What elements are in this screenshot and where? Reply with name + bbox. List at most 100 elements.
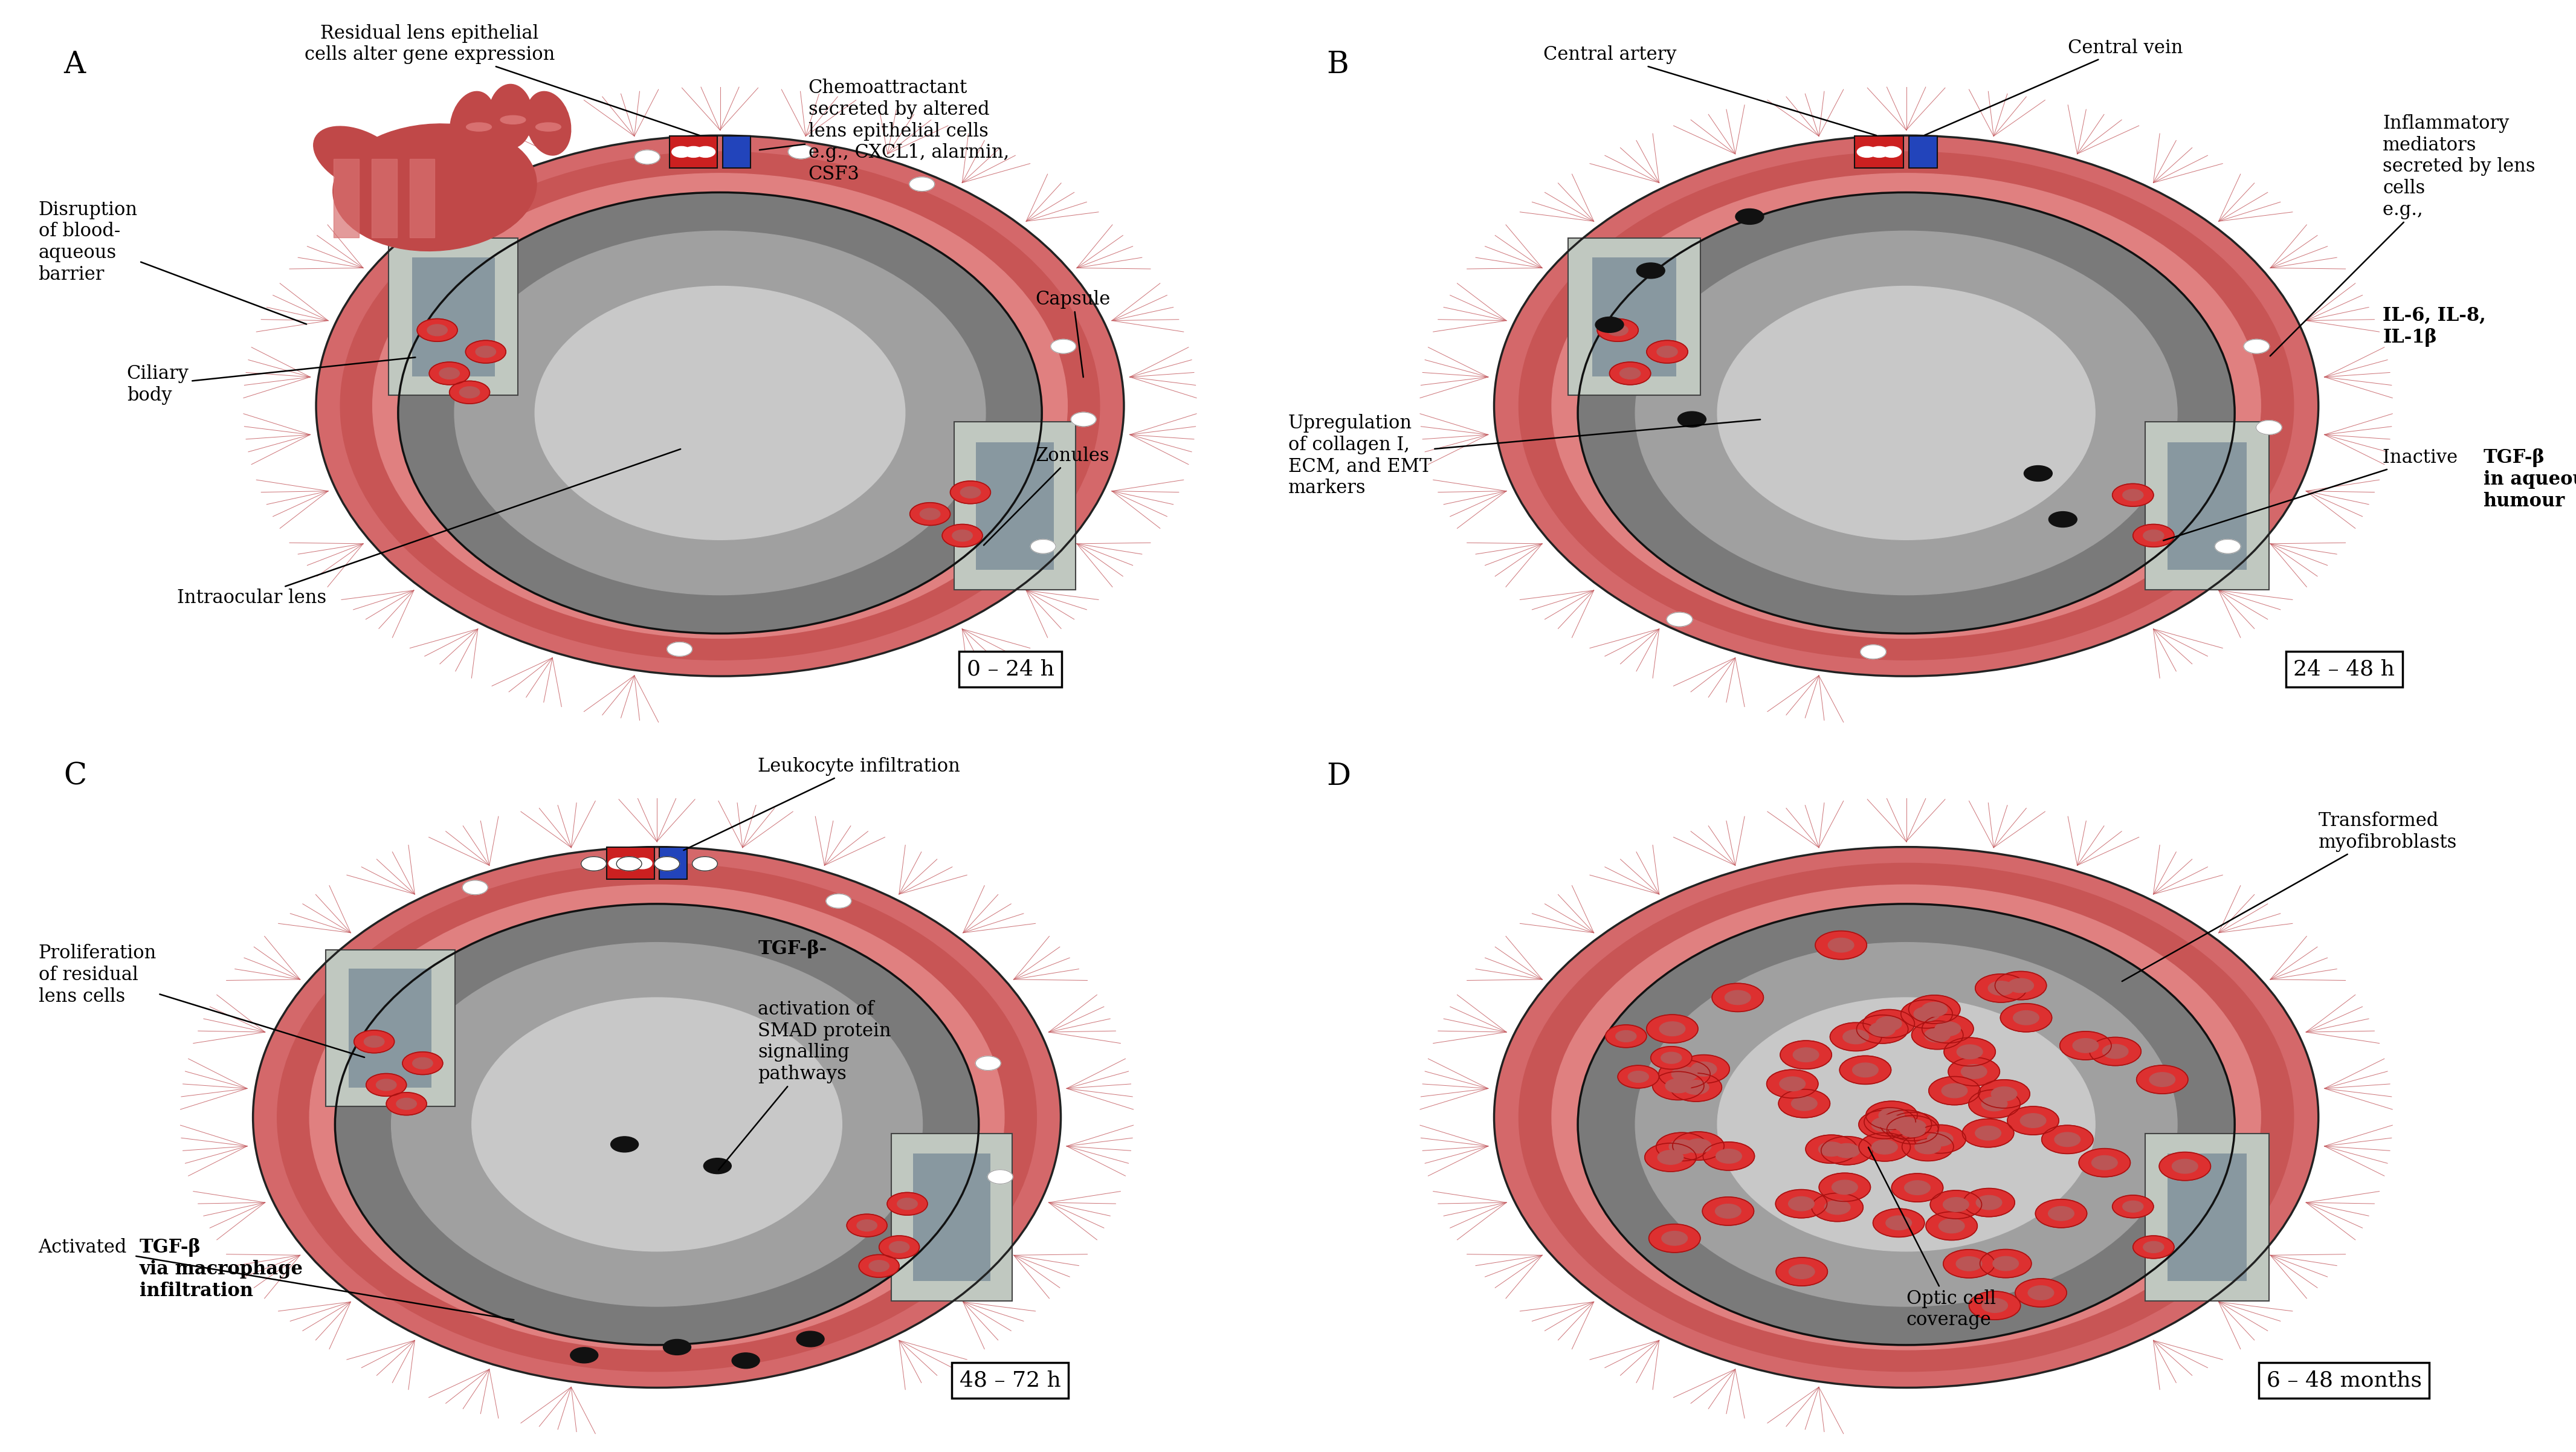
Circle shape (2056, 1133, 2081, 1147)
Ellipse shape (1577, 192, 2233, 633)
Bar (659, 848, 688, 880)
Circle shape (1865, 1108, 1917, 1135)
Circle shape (943, 524, 981, 547)
Bar (371, 158, 397, 237)
Circle shape (1857, 1015, 1909, 1044)
Circle shape (1860, 1111, 1911, 1138)
Bar (2166, 443, 2246, 569)
Circle shape (1669, 1140, 1695, 1154)
Circle shape (1963, 1119, 2014, 1147)
Circle shape (1716, 1149, 1741, 1163)
Bar (410, 158, 435, 237)
Ellipse shape (392, 942, 922, 1307)
Bar (953, 423, 1074, 590)
Circle shape (878, 1236, 920, 1259)
Circle shape (1620, 367, 1641, 379)
Circle shape (2215, 539, 2241, 553)
Circle shape (611, 1137, 639, 1153)
Circle shape (1978, 1080, 2030, 1108)
Circle shape (1942, 1250, 1994, 1278)
Bar (1855, 136, 1904, 168)
Circle shape (1994, 971, 2045, 1000)
Circle shape (1860, 645, 1886, 659)
Circle shape (1860, 1133, 1911, 1162)
Bar (1592, 257, 1677, 376)
Text: 24 – 48 h: 24 – 48 h (2293, 659, 2396, 680)
Text: TGF-β
via macrophage
infiltration: TGF-β via macrophage infiltration (139, 1239, 304, 1300)
Ellipse shape (1494, 847, 2318, 1388)
Ellipse shape (536, 286, 904, 540)
Ellipse shape (453, 231, 987, 595)
Circle shape (1030, 539, 1056, 553)
Ellipse shape (317, 135, 1123, 677)
Circle shape (1775, 1189, 1826, 1218)
Circle shape (1968, 1089, 2020, 1118)
Ellipse shape (278, 862, 1036, 1372)
Circle shape (608, 858, 629, 868)
Circle shape (1703, 1196, 1754, 1225)
Bar (348, 968, 433, 1088)
Circle shape (428, 324, 448, 335)
Text: TGF-β
in aqueous
humour: TGF-β in aqueous humour (2483, 449, 2576, 511)
Circle shape (1672, 1067, 1698, 1082)
Text: C: C (64, 761, 88, 791)
Text: Optic cell
coverage: Optic cell coverage (1868, 1147, 1996, 1330)
Bar (325, 950, 456, 1106)
Ellipse shape (374, 173, 1066, 639)
Circle shape (889, 1241, 909, 1253)
Circle shape (1607, 324, 1628, 335)
Circle shape (696, 147, 716, 157)
Circle shape (2079, 1149, 2130, 1178)
Circle shape (1960, 1064, 1986, 1079)
Circle shape (1819, 1173, 1870, 1201)
Bar (605, 848, 654, 880)
Circle shape (1981, 1096, 2007, 1111)
Circle shape (920, 508, 940, 520)
Ellipse shape (536, 122, 562, 131)
Circle shape (1790, 1096, 1816, 1111)
Text: Capsule: Capsule (1036, 290, 1110, 378)
Circle shape (2159, 1151, 2210, 1180)
Circle shape (2007, 1106, 2058, 1135)
Circle shape (1886, 1115, 1937, 1144)
Circle shape (1662, 1053, 1682, 1063)
Circle shape (1656, 346, 1677, 357)
Circle shape (1618, 1066, 1659, 1088)
Circle shape (582, 857, 605, 871)
Circle shape (1842, 1029, 1868, 1044)
Ellipse shape (471, 998, 842, 1252)
Circle shape (1852, 1063, 1878, 1077)
Circle shape (1834, 1144, 1860, 1157)
Circle shape (397, 1098, 417, 1109)
Circle shape (1646, 1015, 1698, 1043)
Circle shape (2043, 1125, 2094, 1154)
Circle shape (1945, 1038, 1996, 1066)
Circle shape (1736, 209, 1765, 225)
Circle shape (1893, 1117, 1919, 1131)
Circle shape (909, 502, 951, 526)
Circle shape (1865, 1101, 1917, 1130)
Circle shape (2143, 1241, 2164, 1253)
Circle shape (1839, 1056, 1891, 1085)
Circle shape (1767, 1070, 1819, 1098)
Circle shape (2143, 530, 2164, 542)
Ellipse shape (500, 116, 526, 123)
Text: Upregulation
of collagen I,
ECM, and EMT
markers: Upregulation of collagen I, ECM, and EMT… (1288, 414, 1759, 498)
Circle shape (1682, 1080, 1708, 1095)
Ellipse shape (526, 91, 572, 155)
Ellipse shape (1551, 884, 2262, 1350)
Circle shape (2020, 1114, 2045, 1128)
Circle shape (1777, 1089, 1829, 1118)
Circle shape (1873, 1140, 1899, 1154)
Circle shape (1927, 1212, 1978, 1240)
Circle shape (353, 1031, 394, 1053)
Circle shape (2014, 1279, 2066, 1307)
Circle shape (1628, 1072, 1649, 1082)
Circle shape (1659, 1022, 1685, 1035)
Text: Transformed
myofibroblasts: Transformed myofibroblasts (2123, 812, 2458, 982)
Circle shape (1935, 1022, 1960, 1035)
Ellipse shape (399, 192, 1041, 633)
Bar (412, 257, 495, 376)
Circle shape (1651, 1047, 1692, 1069)
Circle shape (961, 486, 981, 498)
